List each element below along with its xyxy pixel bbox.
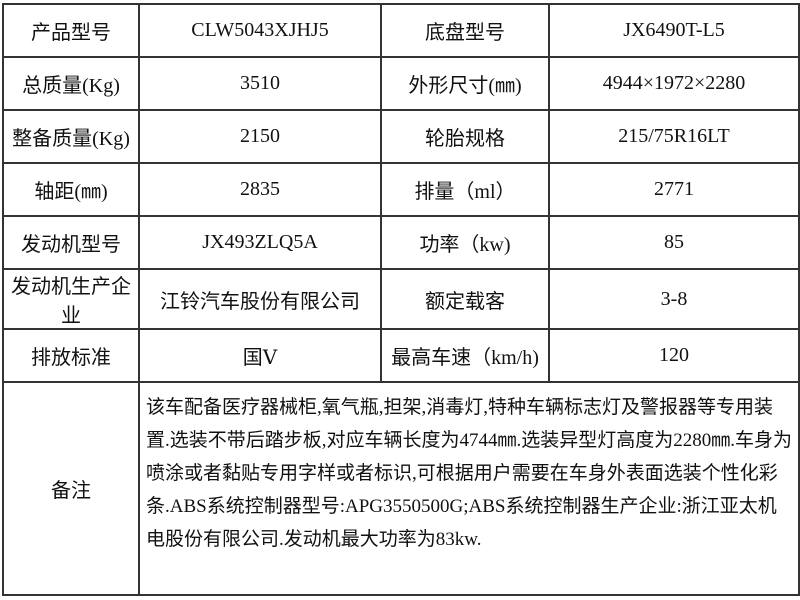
spec-label: 功率（kw)	[380, 215, 550, 270]
vehicle-spec-table: 产品型号 CLW5043XJHJ5 底盘型号 JX6490T-L5 总质量(Kg) 351…	[2, 3, 800, 596]
note-label: 备注	[2, 381, 140, 596]
spec-row: 产品型号 CLW5043XJHJ5 底盘型号 JX6490T-L5	[2, 3, 800, 58]
spec-label: 额定载客	[380, 268, 550, 330]
spec-row: 排放标准 国Ⅴ 最高车速（km/h) 120	[2, 328, 800, 383]
spec-label: 轴距(㎜)	[2, 162, 140, 217]
spec-label: 总质量(Kg)	[2, 56, 140, 111]
note-row: 备注 该车配备医疗器械柜,氧气瓶,担架,消毒灯,特种车辆标志灯及警报器等专用装置…	[2, 381, 800, 596]
spec-value: 120	[548, 328, 800, 383]
spec-row: 整备质量(Kg) 2150 轮胎规格 215/75R16LT	[2, 109, 800, 164]
spec-row: 总质量(Kg) 3510 外形尺寸(㎜) 4944×1972×2280	[2, 56, 800, 111]
spec-value: 215/75R16LT	[548, 109, 800, 164]
spec-value: 江铃汽车股份有限公司	[138, 268, 382, 330]
spec-label: 底盘型号	[380, 3, 550, 58]
spec-row: 发动机生产企业 江铃汽车股份有限公司 额定载客 3-8	[2, 268, 800, 330]
spec-label: 轮胎规格	[380, 109, 550, 164]
spec-value: CLW5043XJHJ5	[138, 3, 382, 58]
spec-row: 发动机型号 JX493ZLQ5A 功率（kw) 85	[2, 215, 800, 270]
spec-value: JX493ZLQ5A	[138, 215, 382, 270]
spec-value: 2771	[548, 162, 800, 217]
spec-label: 外形尺寸(㎜)	[380, 56, 550, 111]
spec-value: 国Ⅴ	[138, 328, 382, 383]
spec-value: 4944×1972×2280	[548, 56, 800, 111]
spec-label: 发动机型号	[2, 215, 140, 270]
spec-row: 轴距(㎜) 2835 排量（ml） 2771	[2, 162, 800, 217]
spec-label: 排量（ml）	[380, 162, 550, 217]
spec-label: 整备质量(Kg)	[2, 109, 140, 164]
spec-value: 2150	[138, 109, 382, 164]
spec-value: 3-8	[548, 268, 800, 330]
note-text: 该车配备医疗器械柜,氧气瓶,担架,消毒灯,特种车辆标志灯及警报器等专用装置.选装…	[138, 381, 800, 596]
spec-label: 最高车速（km/h)	[380, 328, 550, 383]
spec-label: 排放标准	[2, 328, 140, 383]
spec-value: 85	[548, 215, 800, 270]
spec-value: JX6490T-L5	[548, 3, 800, 58]
spec-value: 3510	[138, 56, 382, 111]
spec-label: 产品型号	[2, 3, 140, 58]
spec-label: 发动机生产企业	[2, 268, 140, 330]
spec-value: 2835	[138, 162, 382, 217]
